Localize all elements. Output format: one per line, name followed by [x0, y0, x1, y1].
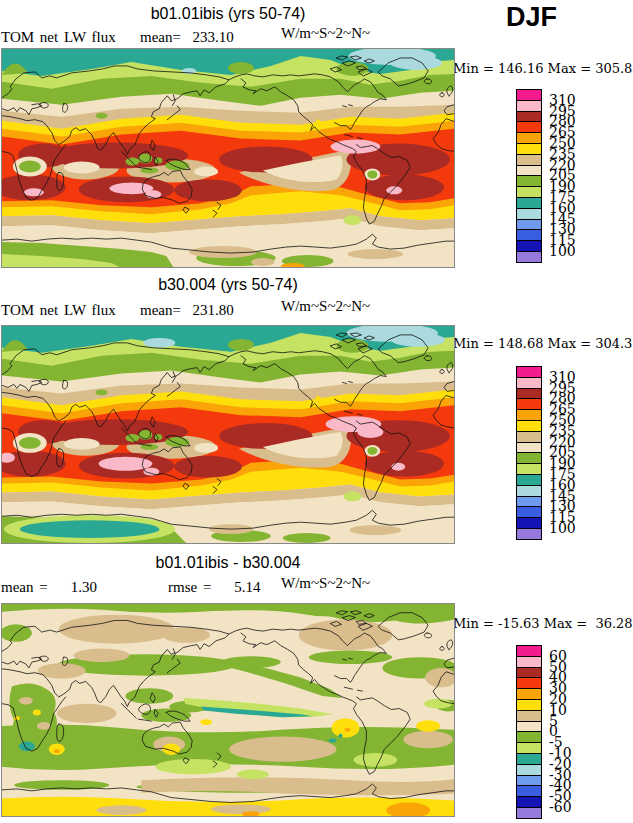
panel1-variable: TOM net LW flux	[1, 29, 116, 46]
panel2-units: W/m~S~2~N~	[281, 298, 370, 315]
season-label: DJF	[506, 2, 557, 33]
colorbar-label: 100	[549, 244, 576, 258]
panel2-title: b30.004 (yrs 50-74)	[0, 276, 456, 294]
panel3-title: b01.01ibis - b30.004	[0, 554, 456, 572]
page: { "season": "DJF", "panels": [ { "title"…	[0, 0, 633, 823]
panel3-minmax: Min = -15.63 Max = 36.28	[453, 616, 633, 631]
panel3-mean: mean = 1.30	[1, 579, 97, 596]
panel1-minmax: Min = 146.16 Max = 305.84	[453, 61, 633, 76]
panel3-map	[1, 603, 455, 817]
panel3-rmse: rmse = 5.14	[168, 579, 261, 596]
colorbar-cell	[516, 528, 542, 540]
panel1-map	[1, 48, 455, 268]
panel2-mean: mean= 231.80	[140, 302, 234, 319]
panel1-units: W/m~S~2~N~	[281, 25, 370, 42]
colorbar-cell	[516, 807, 542, 819]
panel1-title: b01.01ibis (yrs 50-74)	[0, 5, 456, 23]
panel3-units: W/m~S~2~N~	[281, 575, 370, 592]
panel2-minmax: Min = 148.68 Max = 304.31	[453, 336, 633, 351]
colorbar-label: -60	[549, 800, 572, 814]
panel1-mean: mean= 233.10	[140, 29, 234, 46]
panel2-variable: TOM net LW flux	[1, 302, 116, 319]
panel2-map	[1, 325, 455, 544]
colorbar-label: 100	[549, 521, 576, 535]
colorbar-cell	[516, 251, 542, 263]
